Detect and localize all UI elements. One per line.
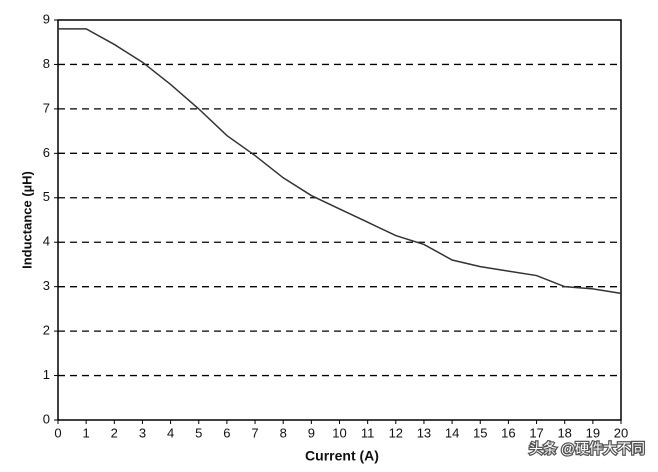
x-tick-label: 13 [417,425,431,440]
x-tick-label: 4 [167,425,174,440]
y-tick-label: 5 [43,189,50,204]
x-tick-label: 8 [280,425,287,440]
x-tick-label: 11 [361,425,375,440]
plot-frame [57,19,622,421]
x-tick-label: 2 [111,425,118,440]
x-tick-label: 20 [614,425,628,440]
y-axis-label: Inductance (µH) [19,171,34,269]
x-tick-label: 19 [586,425,600,440]
y-tick-label: 9 [43,11,50,26]
x-tick-label: 9 [308,425,315,440]
y-tick-label: 2 [43,323,50,338]
y-tick-label: 1 [43,367,50,382]
y-tick-label: 4 [43,234,50,249]
x-tick-label: 15 [473,425,487,440]
x-tick-label: 3 [139,425,146,440]
x-tick-label: 6 [223,425,230,440]
y-tick-label: 8 [43,56,50,71]
y-tick-label: 6 [43,145,50,160]
x-tick-label: 17 [529,425,543,440]
x-tick-label: 5 [195,425,202,440]
x-tick-label: 18 [557,425,571,440]
x-tick-label: 14 [445,425,459,440]
y-tick-label: 0 [43,411,50,426]
x-tick-label: 0 [54,425,61,440]
x-tick-label: 12 [389,425,403,440]
y-tick-label: 3 [43,278,50,293]
watermark: 头条 @硬件大不同 [529,441,645,457]
x-tick-label: 7 [251,425,258,440]
x-axis-label: Current (A) [305,448,379,464]
x-tick-label: 10 [332,425,346,440]
y-tick-label: 7 [43,100,50,115]
x-tick-label: 16 [501,425,515,440]
data-line [58,28,622,295]
x-tick-label: 1 [83,425,90,440]
